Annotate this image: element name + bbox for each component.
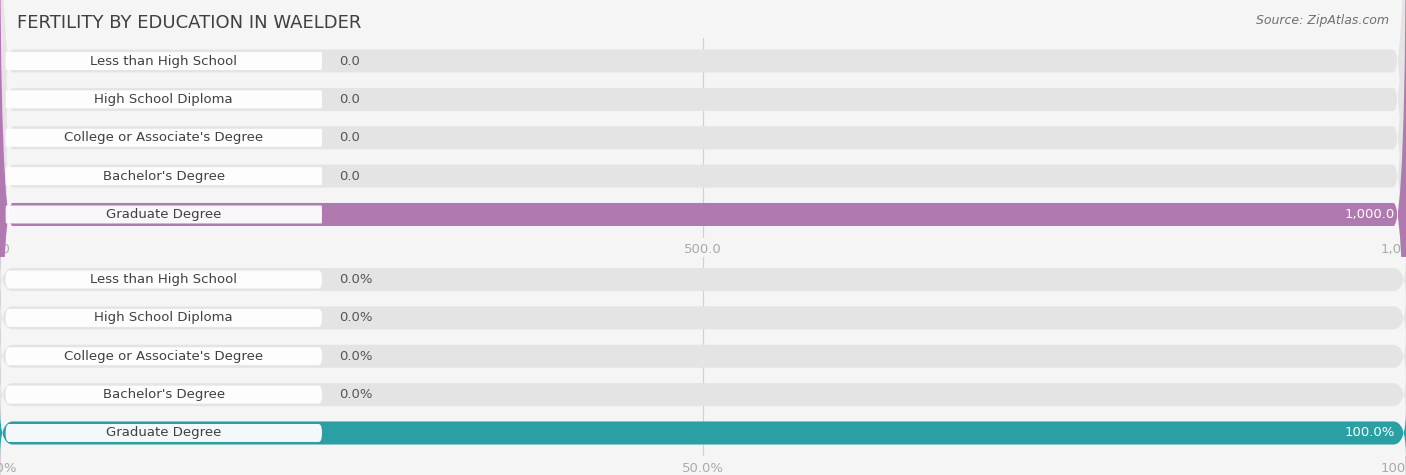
Text: 0.0%: 0.0% bbox=[339, 388, 373, 401]
FancyBboxPatch shape bbox=[0, 0, 1406, 395]
FancyBboxPatch shape bbox=[6, 309, 322, 327]
Text: FERTILITY BY EDUCATION IN WAELDER: FERTILITY BY EDUCATION IN WAELDER bbox=[17, 14, 361, 32]
Text: Bachelor's Degree: Bachelor's Degree bbox=[103, 388, 225, 401]
Text: Source: ZipAtlas.com: Source: ZipAtlas.com bbox=[1256, 14, 1389, 27]
FancyBboxPatch shape bbox=[6, 52, 322, 70]
FancyBboxPatch shape bbox=[0, 256, 1406, 303]
Text: College or Associate's Degree: College or Associate's Degree bbox=[65, 350, 263, 363]
FancyBboxPatch shape bbox=[6, 129, 322, 147]
FancyBboxPatch shape bbox=[6, 271, 322, 288]
Text: 0.0: 0.0 bbox=[339, 93, 360, 106]
Text: Graduate Degree: Graduate Degree bbox=[105, 427, 222, 439]
FancyBboxPatch shape bbox=[0, 410, 1406, 456]
FancyBboxPatch shape bbox=[6, 347, 322, 365]
Text: Less than High School: Less than High School bbox=[90, 55, 238, 67]
FancyBboxPatch shape bbox=[0, 0, 1406, 433]
FancyBboxPatch shape bbox=[6, 424, 322, 442]
Text: 0.0: 0.0 bbox=[339, 170, 360, 182]
Text: High School Diploma: High School Diploma bbox=[94, 93, 233, 106]
Text: 0.0%: 0.0% bbox=[339, 312, 373, 324]
Text: 0.0: 0.0 bbox=[339, 55, 360, 67]
FancyBboxPatch shape bbox=[0, 295, 1406, 341]
Text: 0.0: 0.0 bbox=[339, 131, 360, 144]
Text: 1,000.0: 1,000.0 bbox=[1344, 208, 1395, 221]
Text: Less than High School: Less than High School bbox=[90, 273, 238, 286]
Text: College or Associate's Degree: College or Associate's Degree bbox=[65, 131, 263, 144]
FancyBboxPatch shape bbox=[6, 206, 322, 223]
FancyBboxPatch shape bbox=[0, 410, 1406, 456]
Text: 100.0%: 100.0% bbox=[1344, 427, 1395, 439]
Text: Bachelor's Degree: Bachelor's Degree bbox=[103, 170, 225, 182]
FancyBboxPatch shape bbox=[0, 333, 1406, 379]
FancyBboxPatch shape bbox=[6, 386, 322, 404]
Text: Graduate Degree: Graduate Degree bbox=[105, 208, 222, 221]
Text: 0.0%: 0.0% bbox=[339, 273, 373, 286]
FancyBboxPatch shape bbox=[6, 167, 322, 185]
FancyBboxPatch shape bbox=[0, 371, 1406, 418]
FancyBboxPatch shape bbox=[6, 90, 322, 108]
Text: 0.0%: 0.0% bbox=[339, 350, 373, 363]
Text: High School Diploma: High School Diploma bbox=[94, 312, 233, 324]
